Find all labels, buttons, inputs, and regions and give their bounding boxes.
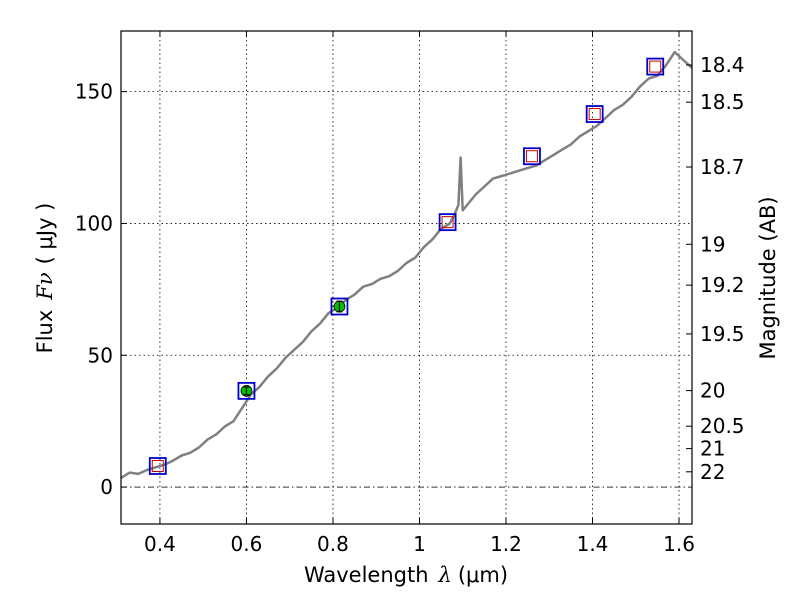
photometry-box-marker (585, 105, 604, 123)
y-tick-label: 0 (100, 475, 113, 499)
photometric-point (523, 147, 541, 166)
photometry-inner-square (525, 150, 538, 163)
spectrum-layer (120, 50, 693, 479)
x-tick-label: 1.4 (577, 532, 609, 556)
photometry-box-marker (330, 297, 349, 316)
x-tick-label: 0.6 (231, 532, 263, 556)
x-ticks: 0.4 0.6 0.8 1 1.2 1.4 1.6 (144, 31, 695, 556)
photometric-point (585, 105, 604, 123)
plot-frame (120, 30, 693, 525)
photometric-point (148, 457, 167, 475)
magnitude-tick-label: 18.7 (700, 155, 745, 179)
photometry-inner-square (441, 216, 454, 229)
photometric-point (438, 213, 457, 232)
x-tick-label: 0.8 (317, 532, 349, 556)
grid (121, 31, 692, 524)
photometric-point (646, 57, 665, 76)
photometry-inner-square (151, 460, 164, 472)
photometry-box-marker (148, 457, 167, 475)
magnitude-tick-label: 20.5 (700, 414, 745, 438)
photometry-inner-square (588, 108, 601, 121)
photometry-box-marker (646, 57, 665, 76)
photometric-point (330, 297, 349, 316)
magnitude-tick-label: 20 (700, 379, 725, 403)
magnitude-tick-label: 21 (700, 437, 725, 461)
magnitude-tick-label: 19.2 (700, 273, 745, 297)
magnitude-tick-label: 18.4 (700, 53, 745, 77)
y-axis-label: FluxFν( μJy ) (33, 203, 57, 354)
magnitude-tick-label: 18.5 (700, 90, 745, 114)
y-tick-label: 50 (88, 343, 113, 367)
photometry-box-marker (237, 381, 256, 400)
y-tick-label: 100 (75, 211, 113, 235)
photometry-box-marker (438, 213, 457, 232)
magnitude-tick-label: 19.5 (700, 322, 745, 346)
photometry-layer (148, 57, 665, 475)
x-tick-label: 1.2 (490, 532, 522, 556)
y2-axis-label: Magnitude (AB) (756, 196, 780, 359)
spectrum-line (120, 50, 693, 479)
magnitude-tick-label: 19 (700, 232, 725, 256)
x-axis-label: Wavelength λ (μm) (304, 563, 508, 587)
photometry-box-marker (523, 147, 541, 166)
x-tick-label: 1.6 (663, 532, 695, 556)
y-ticks: 0 50 100 150 (75, 80, 127, 499)
photometric-point (237, 381, 256, 400)
magnitude-tick-label: 22 (700, 460, 725, 484)
x-tick-label: 1 (413, 532, 426, 556)
x-tick-label: 0.4 (144, 532, 176, 556)
photometry-inner-square (649, 60, 662, 73)
y-tick-label: 150 (75, 80, 113, 104)
